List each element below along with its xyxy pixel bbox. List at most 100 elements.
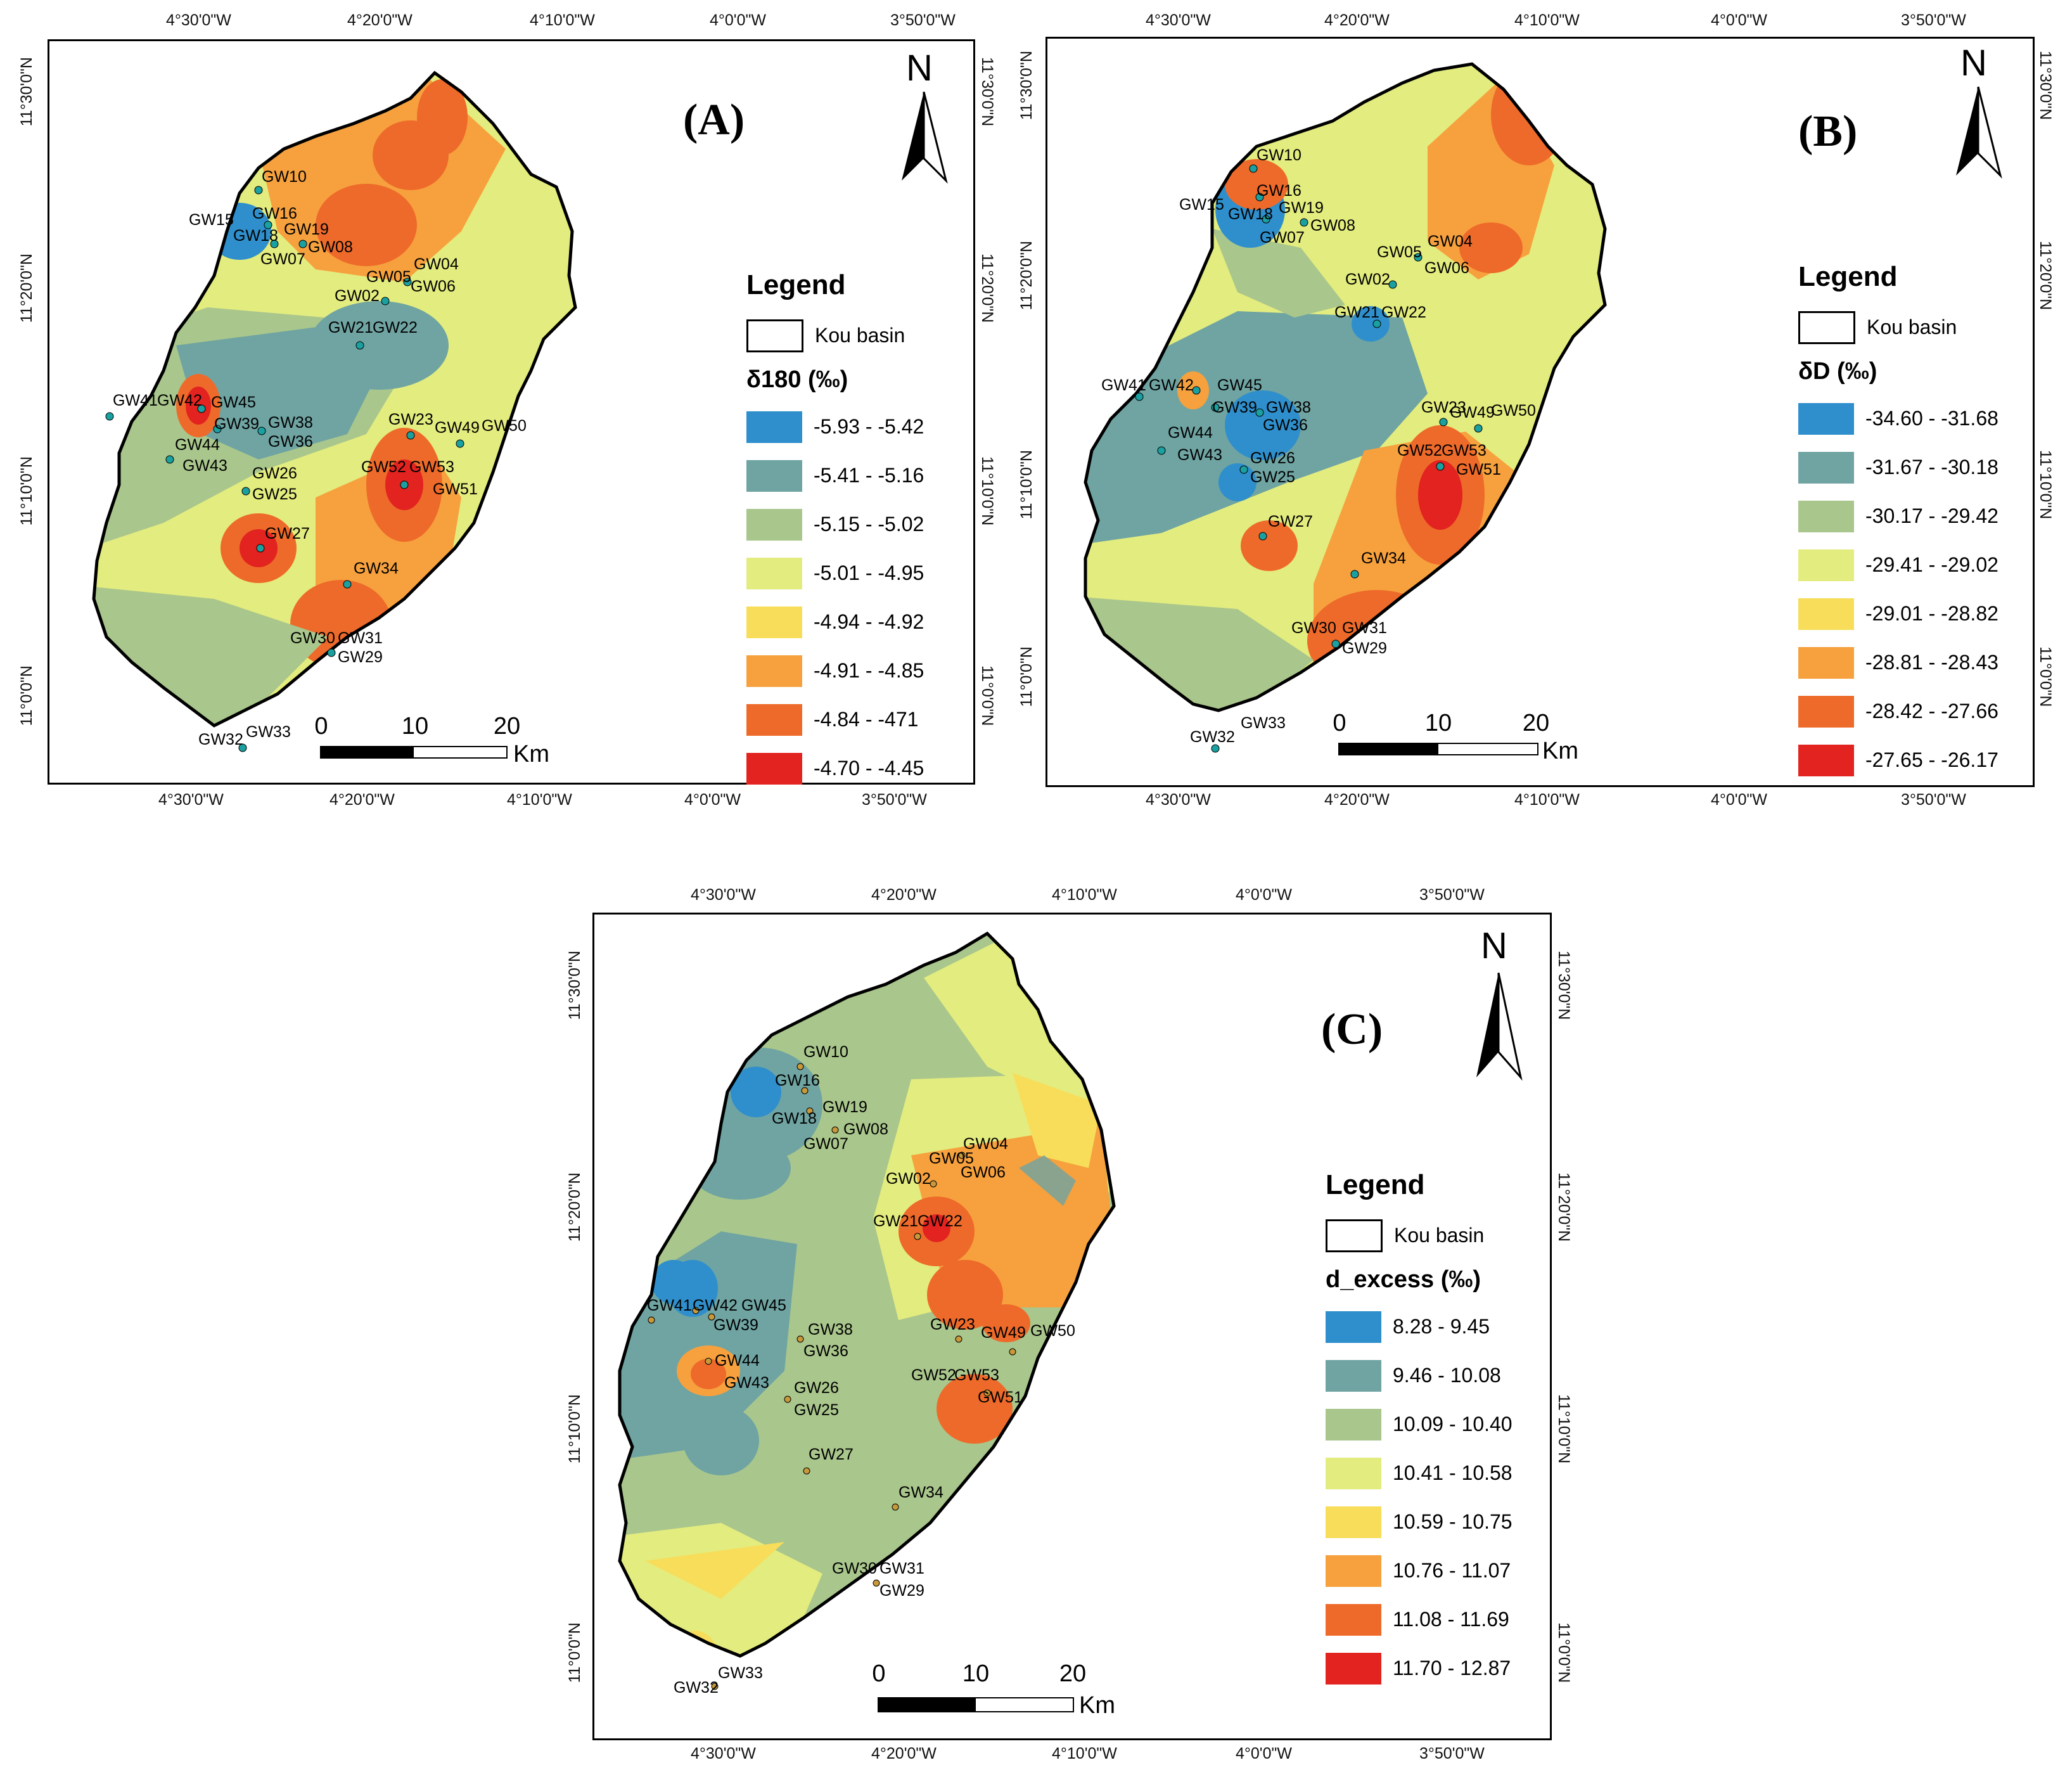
legend-class-label: -4.94 - -4.92 bbox=[814, 610, 924, 633]
lat-left-b-3: 11°10'0"N bbox=[1018, 450, 1035, 520]
variable-title-b: δD (‰) bbox=[1798, 358, 1877, 385]
svg-text:GW43: GW43 bbox=[724, 1374, 769, 1392]
scale-tick: 10 bbox=[1424, 710, 1452, 736]
svg-text:GW25: GW25 bbox=[794, 1401, 839, 1419]
lon-top-a-1: 4°30'0"W bbox=[166, 11, 231, 29]
lon-bottom-c-1: 4°30'0"W bbox=[691, 1745, 756, 1762]
legend-class-row: 9.46 - 10.08 bbox=[1326, 1351, 1512, 1400]
legend-class-label: -28.81 - -28.43 bbox=[1865, 651, 1998, 674]
scale-unit: Km bbox=[1079, 1692, 1115, 1719]
svg-text:GW27: GW27 bbox=[265, 525, 310, 542]
svg-text:GW39: GW39 bbox=[1212, 399, 1257, 416]
svg-text:GW44: GW44 bbox=[715, 1352, 760, 1370]
legend-class-label: -5.01 - -4.95 bbox=[814, 562, 924, 584]
basin-label-a: Kou basin bbox=[815, 324, 905, 347]
scale-tick: 0 bbox=[314, 713, 328, 740]
legend-swatch bbox=[746, 606, 802, 638]
lon-bottom-b-2: 4°20'0"W bbox=[1324, 791, 1390, 809]
legend-swatch bbox=[1326, 1359, 1381, 1392]
svg-text:GW38: GW38 bbox=[808, 1321, 853, 1338]
basin-map-c: GW10 GW16 GW18 GW19 GW08 GW07 GW05 GW04 … bbox=[594, 914, 1550, 1697]
legend-class-label: -28.42 - -27.66 bbox=[1865, 700, 1998, 722]
lon-top-b-2: 4°20'0"W bbox=[1324, 11, 1390, 29]
svg-text:GW25: GW25 bbox=[252, 485, 297, 503]
lat-right-c-2: 11°20'0"N bbox=[1555, 1172, 1573, 1242]
basin-swatch-b bbox=[1798, 311, 1855, 344]
svg-text:GW07: GW07 bbox=[803, 1135, 848, 1153]
lon-bottom-c-3: 4°10'0"W bbox=[1052, 1745, 1117, 1762]
svg-text:GW25: GW25 bbox=[1250, 468, 1295, 486]
svg-text:GW23: GW23 bbox=[930, 1316, 975, 1333]
lon-top-c-3: 4°10'0"W bbox=[1052, 886, 1117, 904]
svg-text:GW33: GW33 bbox=[1241, 714, 1286, 732]
legend-swatch bbox=[746, 411, 802, 443]
basin-swatch-c bbox=[1326, 1219, 1383, 1252]
svg-text:GW43: GW43 bbox=[1177, 446, 1222, 464]
legend-class-label: 9.46 - 10.08 bbox=[1393, 1364, 1501, 1387]
lat-right-c-1: 11°30'0"N bbox=[1555, 951, 1573, 1020]
north-arrow-icon bbox=[1956, 86, 2002, 179]
legend-class-row: 10.59 - 10.75 bbox=[1326, 1498, 1512, 1546]
svg-text:GW52: GW52 bbox=[361, 458, 406, 476]
scale-tick: 20 bbox=[493, 713, 521, 740]
north-arrow-a: N bbox=[899, 48, 949, 184]
svg-text:GW19: GW19 bbox=[284, 221, 329, 238]
legend-class-row: -4.94 - -4.92 bbox=[746, 598, 924, 646]
legend-class-label: 8.28 - 9.45 bbox=[1393, 1315, 1490, 1338]
lon-bottom-c-4: 4°0'0"W bbox=[1236, 1745, 1292, 1762]
svg-text:GW34: GW34 bbox=[899, 1484, 943, 1501]
map-panel-a: GW10 GW16 GW15 GW18 GW19 GW08 GW07 GW05 … bbox=[48, 39, 975, 785]
svg-text:GW41: GW41 bbox=[1101, 376, 1146, 394]
svg-text:GW29: GW29 bbox=[338, 648, 383, 666]
svg-text:GW50: GW50 bbox=[482, 417, 527, 435]
svg-text:GW10: GW10 bbox=[1257, 146, 1301, 164]
lat-right-c-3: 11°10'0"N bbox=[1555, 1394, 1573, 1464]
svg-text:GW23: GW23 bbox=[1421, 399, 1466, 416]
legend-c: Legend Kou basin d_excess (‰) 8.28 - 9.4… bbox=[1326, 1169, 1512, 1693]
svg-text:GW22: GW22 bbox=[918, 1212, 962, 1230]
legend-swatch bbox=[746, 655, 802, 687]
legend-swatch bbox=[1326, 1603, 1381, 1636]
legend-swatch bbox=[1326, 1555, 1381, 1587]
basin-map-a: GW10 GW16 GW15 GW18 GW19 GW08 GW07 GW05 … bbox=[49, 41, 973, 752]
lon-bottom-a-3: 4°10'0"W bbox=[507, 791, 572, 809]
lon-bottom-a-1: 4°30'0"W bbox=[158, 791, 224, 809]
svg-text:GW05: GW05 bbox=[366, 268, 411, 286]
legend-class-label: -4.84 - -471 bbox=[814, 708, 919, 731]
legend-class-row: -4.70 - -4.45 bbox=[746, 744, 924, 793]
lon-top-a-4: 4°0'0"W bbox=[710, 11, 766, 29]
svg-text:GW16: GW16 bbox=[1257, 182, 1301, 200]
svg-text:GW02: GW02 bbox=[886, 1170, 931, 1188]
svg-text:GW43: GW43 bbox=[182, 457, 227, 475]
scale-white bbox=[412, 746, 508, 759]
legend-class-row: -5.41 - -5.16 bbox=[746, 451, 924, 500]
legend-class-label: 11.08 - 11.69 bbox=[1393, 1608, 1509, 1631]
lon-bottom-a-2: 4°20'0"W bbox=[329, 791, 395, 809]
legend-swatch bbox=[746, 703, 802, 736]
svg-text:GW02: GW02 bbox=[1345, 271, 1390, 288]
svg-text:GW22: GW22 bbox=[373, 319, 418, 337]
svg-text:GW06: GW06 bbox=[961, 1164, 1006, 1181]
legend-swatch bbox=[1326, 1457, 1381, 1489]
svg-text:GW42: GW42 bbox=[693, 1297, 738, 1314]
svg-text:GW42: GW42 bbox=[1149, 376, 1194, 394]
scale-tick: 20 bbox=[1522, 710, 1550, 736]
legend-swatch bbox=[1326, 1408, 1381, 1441]
svg-text:GW50: GW50 bbox=[1491, 402, 1536, 420]
lat-left-c-2: 11°20'0"N bbox=[566, 1172, 584, 1242]
svg-text:GW31: GW31 bbox=[338, 629, 383, 647]
svg-text:GW05: GW05 bbox=[929, 1150, 974, 1167]
legend-swatch bbox=[746, 752, 802, 785]
legend-class-label: 10.76 - 11.07 bbox=[1393, 1559, 1511, 1582]
svg-text:GW21: GW21 bbox=[873, 1212, 918, 1230]
svg-text:GW41: GW41 bbox=[647, 1297, 692, 1314]
legend-class-row: -29.01 - -28.82 bbox=[1798, 589, 1998, 638]
svg-text:GW34: GW34 bbox=[354, 560, 399, 577]
svg-text:GW18: GW18 bbox=[772, 1110, 817, 1127]
wells-b: GW10 GW16 GW15 GW18 GW19 GW08 GW07 GW05 … bbox=[1101, 146, 1536, 753]
lon-top-b-1: 4°30'0"W bbox=[1146, 11, 1211, 29]
scale-tick: 10 bbox=[962, 1660, 990, 1687]
lon-top-b-5: 3°50'0"W bbox=[1901, 11, 1966, 29]
legend-class-row: -29.41 - -29.02 bbox=[1798, 541, 1998, 589]
lon-bottom-c-2: 4°20'0"W bbox=[871, 1745, 937, 1762]
